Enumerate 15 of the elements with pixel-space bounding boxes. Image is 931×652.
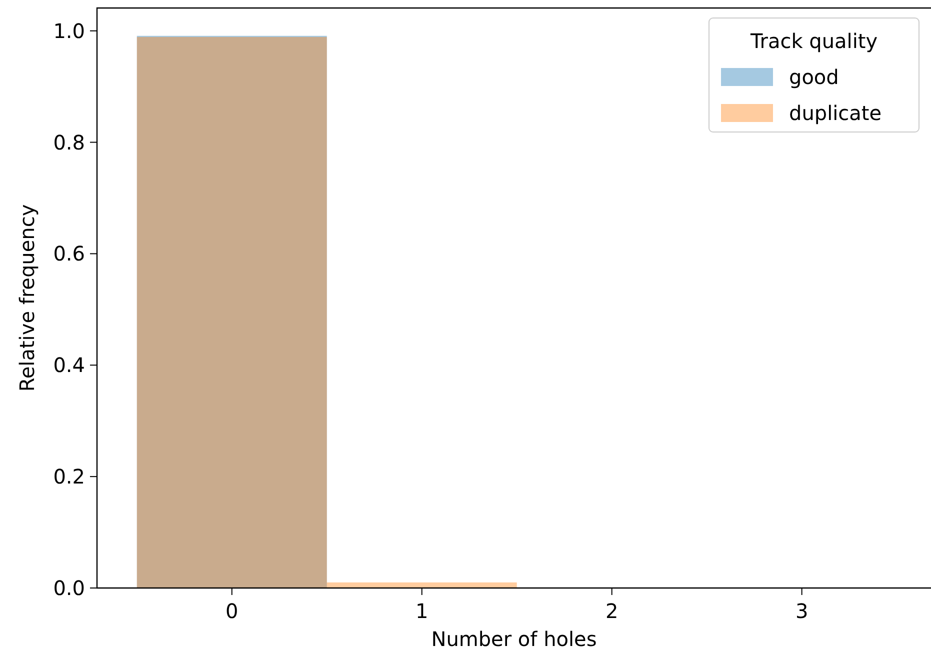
x-tick-label: 2 <box>605 599 618 623</box>
legend-title: Track quality <box>749 29 878 53</box>
legend-label: duplicate <box>789 101 882 125</box>
legend-label: good <box>789 65 839 89</box>
x-tick-label: 3 <box>795 599 808 623</box>
y-tick-label: 0.0 <box>53 576 85 600</box>
y-tick-label: 0.8 <box>53 130 85 154</box>
y-tick-label: 0.2 <box>53 464 85 489</box>
x-tick-label: 1 <box>415 599 428 623</box>
y-tick-label: 0.4 <box>53 353 85 378</box>
y-axis-title: Relative frequency <box>15 204 39 392</box>
x-axis-title: Number of holes <box>431 627 597 651</box>
y-tick-label: 1.0 <box>53 18 85 43</box>
x-tick-label: 0 <box>226 599 238 623</box>
y-tick-label: 0.6 <box>53 242 85 266</box>
